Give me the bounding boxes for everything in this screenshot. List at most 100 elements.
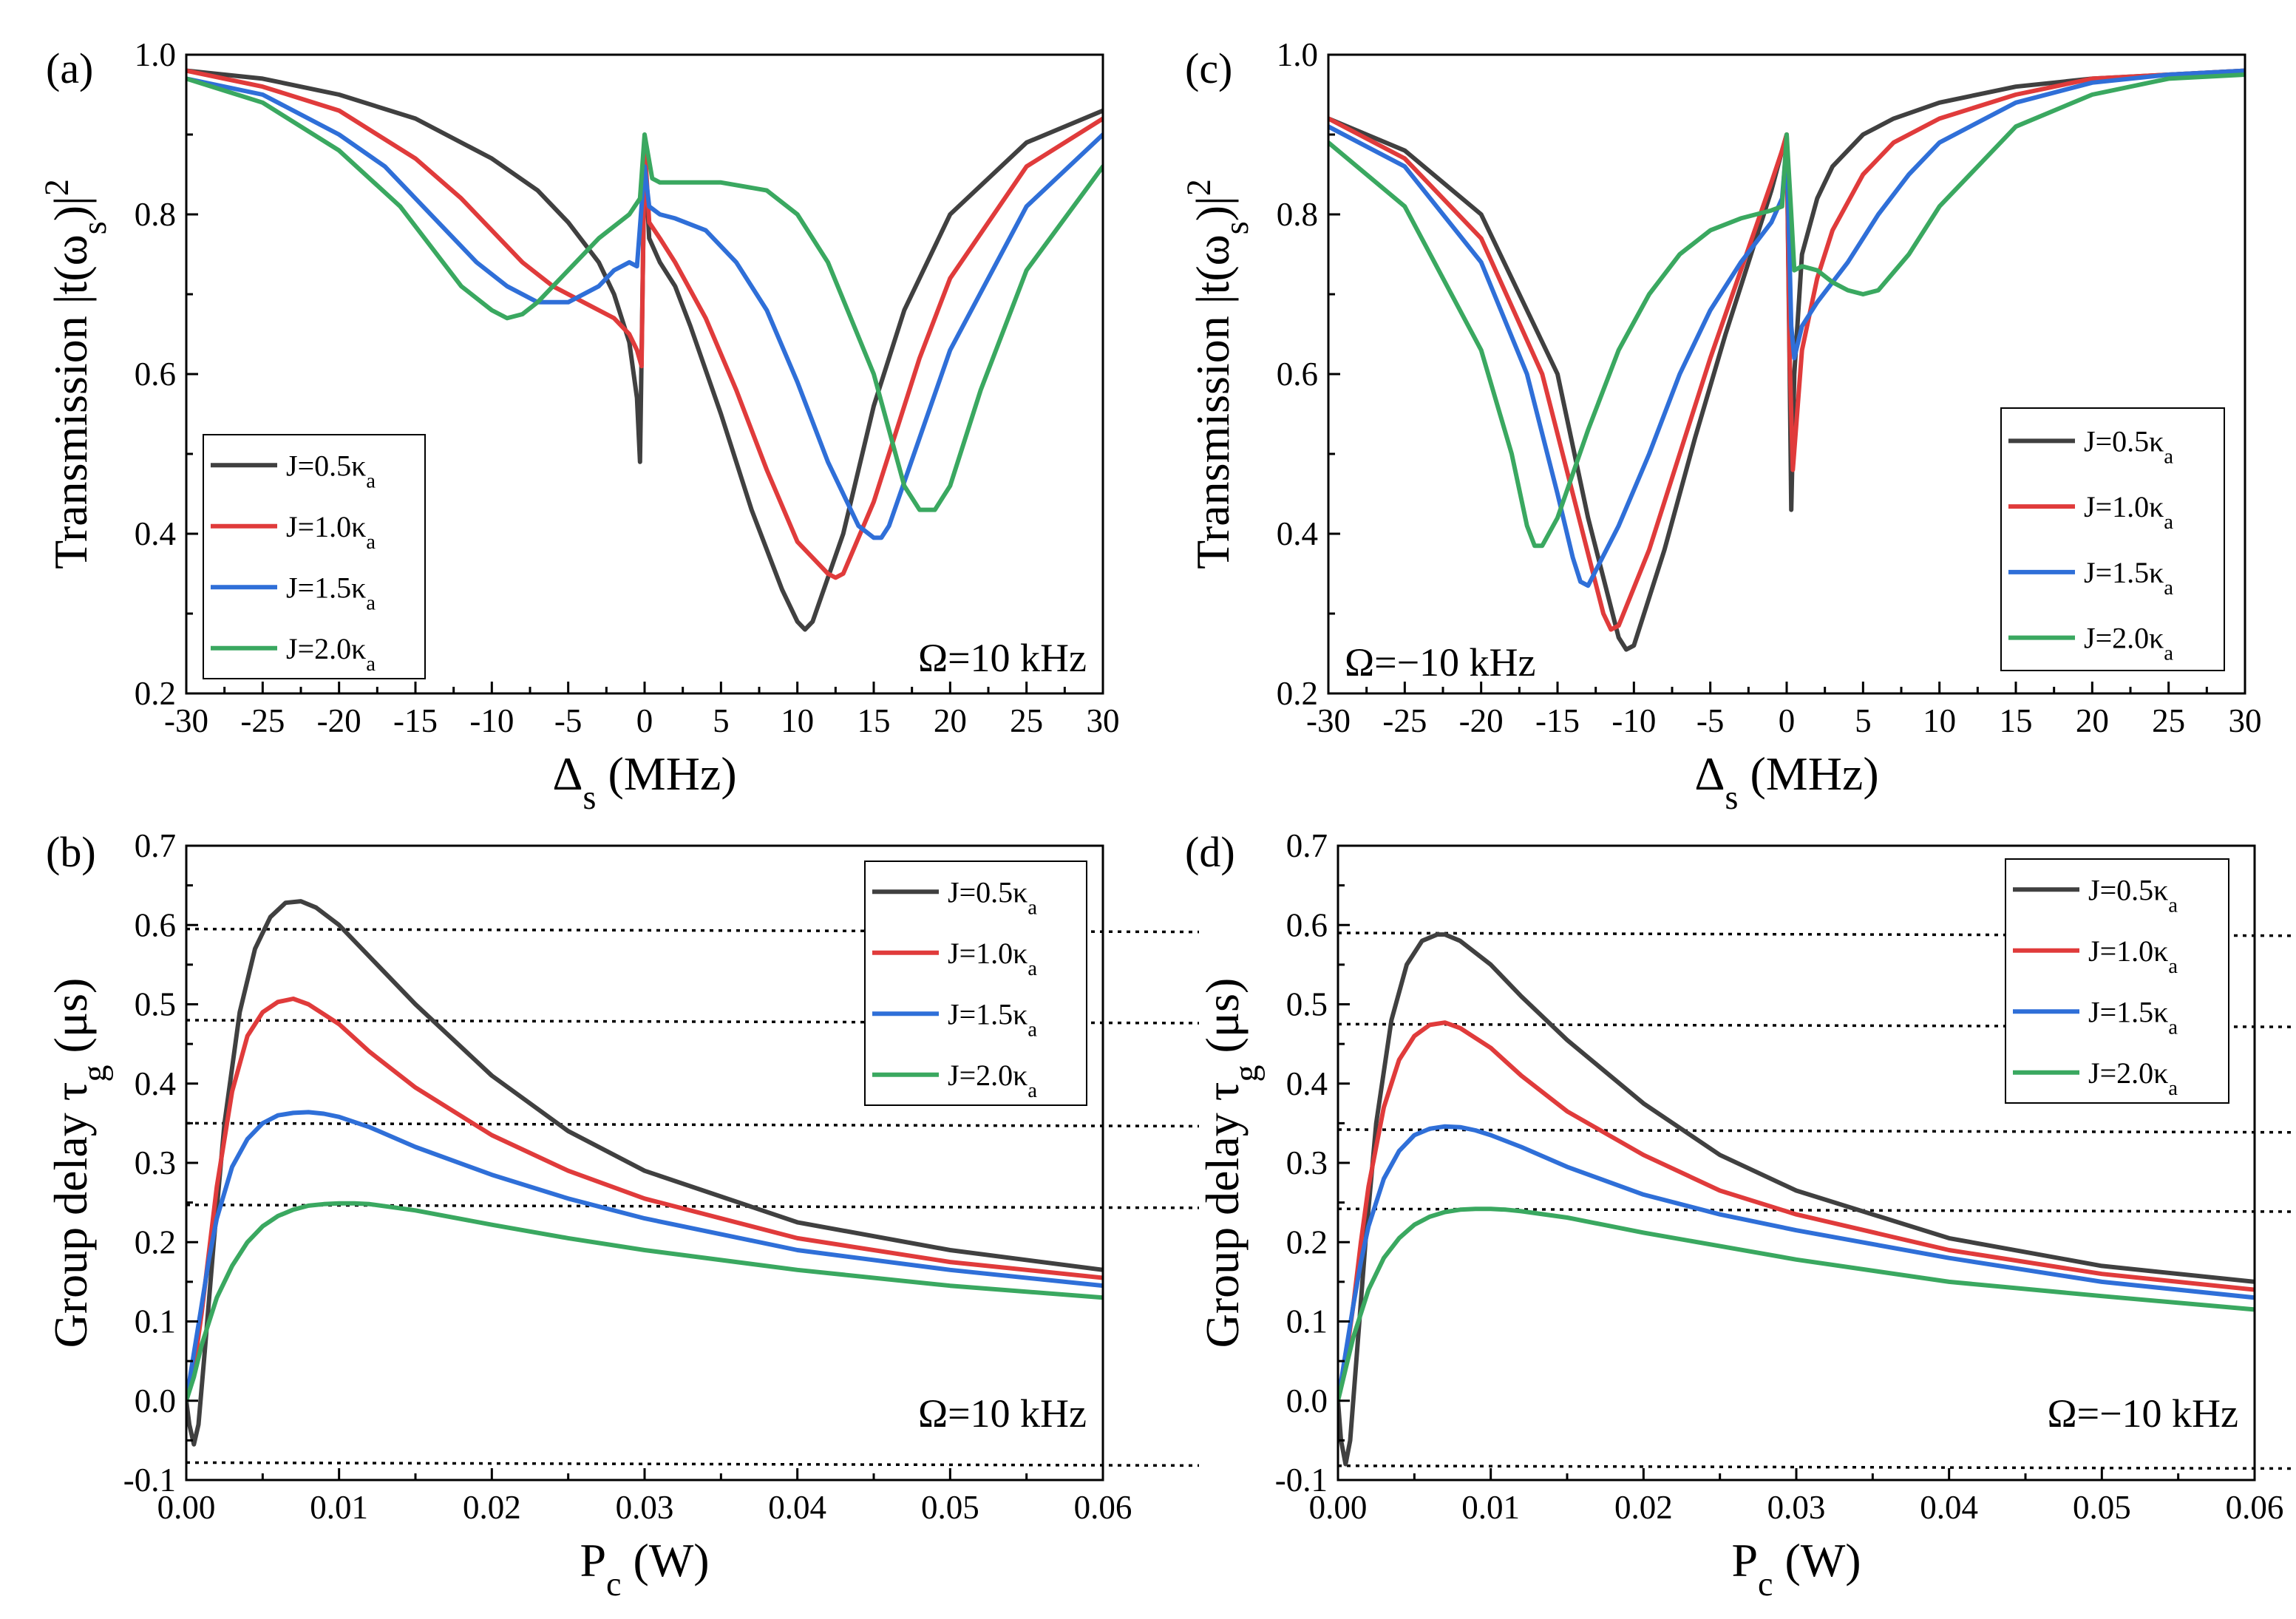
series-group — [186, 899, 1103, 1447]
legend-label-4: J=2.0κa — [2084, 622, 2173, 665]
x-tick-label: 20 — [934, 702, 967, 739]
x-tick-label: 5 — [1855, 702, 1872, 739]
y-tick-label: 0.7 — [1286, 827, 1328, 864]
x-tick-label: 30 — [2229, 702, 2262, 739]
x-axis-label: Pc (W) — [1731, 1534, 1861, 1603]
annotation-text: Ω=10 kHz — [918, 1391, 1087, 1436]
y-tick-label: 0.6 — [135, 906, 176, 943]
annotation-text: Ω=−10 kHz — [2047, 1391, 2238, 1436]
y-tick-label: 0.7 — [135, 827, 176, 864]
series-group — [186, 68, 1103, 632]
y-axis-label: Transmission |t(ωs)|2 — [38, 179, 113, 569]
legend-box — [203, 434, 426, 679]
reference-line-4 — [1337, 1464, 2296, 1470]
y-tick-label: 0.1 — [1286, 1303, 1328, 1340]
panel-d: 0.00 0.01 0.02 0.03 0.04 0.05 0.06 -0.1 0.0 0.1 0.… — [1185, 827, 2296, 1603]
x-tick-label: 0.06 — [2226, 1489, 2284, 1526]
legend-label-3: J=1.5κa — [2084, 556, 2173, 600]
legend-box — [2000, 407, 2225, 671]
series-line-1 — [186, 899, 1103, 1447]
x-tick-label: 25 — [1010, 702, 1043, 739]
x-tick-label: 10 — [781, 702, 814, 739]
legend-label-3: J=1.5κa — [286, 571, 376, 614]
panel-label: (c) — [1185, 44, 1232, 92]
reference-line-4 — [186, 1461, 1200, 1467]
y-tick-label: 0.3 — [1286, 1144, 1328, 1181]
y-tick-label: 0.0 — [1286, 1382, 1328, 1419]
legend-label-3: J=1.5κa — [948, 997, 1037, 1041]
x-tick-label: 30 — [1087, 702, 1120, 739]
x-tick-label: -20 — [317, 702, 361, 739]
legend-label-4: J=2.0κa — [948, 1059, 1037, 1102]
x-tick-label: 0.04 — [1920, 1489, 1978, 1526]
y-tick-label: 0.4 — [135, 1065, 176, 1102]
x-tick-label: -25 — [240, 702, 285, 739]
y-tick-label: 0.8 — [1277, 196, 1318, 233]
x-tick-label: 0.03 — [616, 1489, 674, 1526]
y-tick-label: 0.2 — [1286, 1223, 1328, 1260]
legend-box — [864, 861, 1087, 1106]
x-tick-label: 0.00 — [1309, 1489, 1368, 1526]
y-tick-label: 0.4 — [1286, 1065, 1328, 1102]
legend-label-4: J=2.0κa — [2088, 1056, 2178, 1100]
legend: J=0.5κa J=1.0κa J=1.5κa J=2.0κa — [203, 434, 426, 679]
y-tick-label: 0.3 — [135, 1144, 176, 1181]
y-tick-label: 0.4 — [1277, 515, 1318, 552]
x-tick-label: 20 — [2076, 702, 2109, 739]
y-axis-label: Transmission |t(ωs)|2 — [1180, 179, 1255, 569]
x-tick-label: -10 — [1611, 702, 1656, 739]
series-line-4 — [1338, 1206, 2255, 1403]
series-line-2 — [1338, 1020, 2255, 1403]
legend-label-1: J=0.5κa — [286, 449, 376, 492]
y-tick-label: 1.0 — [1277, 36, 1318, 73]
series-line-2 — [186, 68, 1103, 580]
x-axis-label: Δs (MHz) — [552, 747, 736, 816]
x-tick-label: 0.01 — [310, 1489, 368, 1526]
legend-label-1: J=0.5κa — [2088, 873, 2178, 917]
x-tick-label: 25 — [2152, 702, 2185, 739]
x-tick-label: 0 — [1779, 702, 1796, 739]
x-tick-label: 0.02 — [463, 1489, 521, 1526]
series-line-1 — [1338, 932, 2255, 1467]
y-axis-label: Group delay τg (μs) — [44, 978, 113, 1348]
x-tick-label: -5 — [554, 702, 583, 739]
x-tick-label: 0 — [636, 702, 653, 739]
x-tick-label: 0.03 — [1767, 1489, 1826, 1526]
panel-label: (a) — [46, 44, 93, 92]
legend-label-4: J=2.0κa — [286, 632, 376, 676]
series-line-1 — [186, 68, 1103, 632]
legend-label-2: J=1.0κa — [2088, 934, 2178, 978]
panel-label: (b) — [46, 828, 96, 876]
panel-b: 0.00 0.01 0.02 0.03 0.04 0.05 0.06 -0.1 0.0 0.1 0.… — [44, 827, 1200, 1603]
y-tick-label: 0.2 — [1277, 675, 1318, 712]
legend-label-2: J=1.0κa — [948, 937, 1037, 980]
y-tick-label: -0.1 — [1275, 1462, 1328, 1498]
x-tick-label: -10 — [469, 702, 514, 739]
y-tick-label: 0.6 — [1277, 356, 1318, 393]
x-tick-label: -25 — [1382, 702, 1427, 739]
panel-label: (d) — [1185, 828, 1235, 876]
series-line-4 — [1328, 72, 2245, 549]
x-tick-label: 5 — [713, 702, 730, 739]
legend: J=0.5κa J=1.0κa J=1.5κa J=2.0κa — [2000, 407, 2225, 671]
y-tick-label: 0.4 — [135, 515, 176, 552]
legend-label-2: J=1.0κa — [286, 510, 376, 554]
x-tick-label: 15 — [857, 702, 891, 739]
series-line-3 — [1338, 1124, 2255, 1403]
series-group — [1338, 932, 2255, 1467]
legend-label-1: J=0.5κa — [2084, 424, 2173, 468]
x-tick-label: 10 — [1923, 702, 1956, 739]
x-tick-label: 0.06 — [1074, 1489, 1132, 1526]
y-tick-label: 1.0 — [135, 36, 176, 73]
legend-label-1: J=0.5κa — [948, 875, 1037, 919]
series-line-2 — [186, 997, 1103, 1403]
reference-line-2 — [1337, 1128, 2296, 1134]
legend: J=0.5κa J=1.0κa J=1.5κa J=2.0κa — [864, 861, 1087, 1106]
series-line-4 — [186, 1201, 1103, 1403]
series-line-3 — [186, 76, 1103, 540]
legend-box — [2005, 858, 2229, 1104]
y-tick-label: 0.6 — [1286, 906, 1328, 943]
x-tick-label: 0.04 — [768, 1489, 826, 1526]
